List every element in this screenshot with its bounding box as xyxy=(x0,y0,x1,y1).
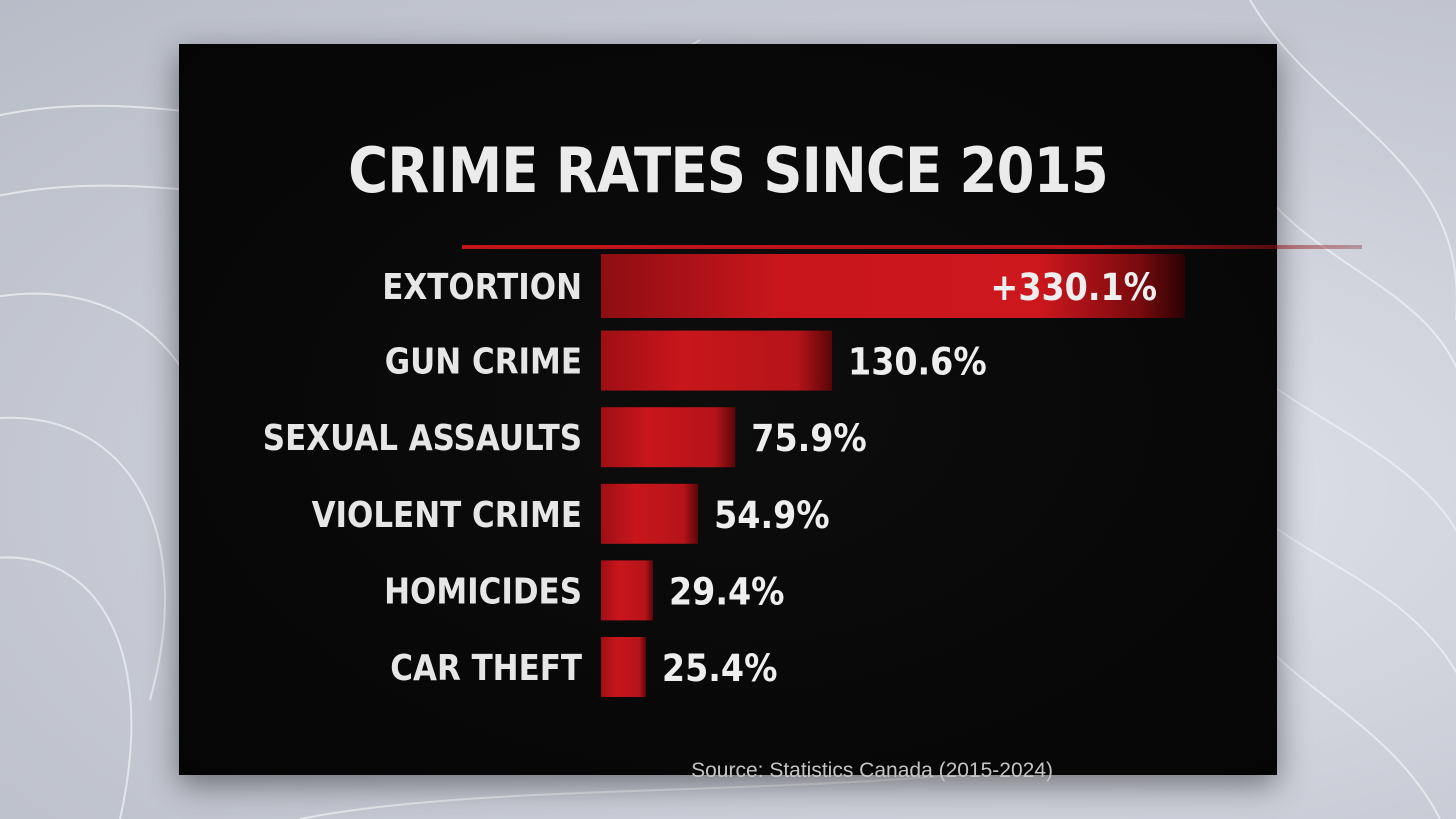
category-label-violent-crime: VIOLENT CRIME xyxy=(312,494,582,536)
chart-title: CRIME RATES SINCE 2015 xyxy=(348,134,1109,207)
value-label-violent-crime: 54.9% xyxy=(714,494,829,537)
bar-homicides xyxy=(601,560,654,621)
value-label-extortion: +330.1% xyxy=(990,266,1157,309)
category-label-gun-crime: GUN CRIME xyxy=(385,340,582,382)
bar-sexual-assaults xyxy=(601,407,736,468)
value-label-homicides: 29.4% xyxy=(669,571,784,614)
bar-extortion xyxy=(601,254,1185,318)
category-label-extortion: EXTORTION xyxy=(382,266,582,308)
value-label-gun-crime: 130.6% xyxy=(848,341,987,384)
bar-violent-crime xyxy=(601,483,699,544)
source-note: Source: Statistics Canada (2015-2024) xyxy=(691,759,1053,782)
value-label-car-theft: 25.4% xyxy=(662,647,777,690)
bar-gun-crime xyxy=(601,330,833,391)
title-underline xyxy=(462,245,1362,249)
bar-car-theft xyxy=(601,637,646,697)
category-label-sexual-assaults: SEXUAL ASSAULTS xyxy=(263,417,582,459)
value-label-sexual-assaults: 75.9% xyxy=(751,418,866,461)
category-label-car-theft: CAR THEFT xyxy=(390,647,582,689)
category-label-homicides: HOMICIDES xyxy=(384,570,582,612)
